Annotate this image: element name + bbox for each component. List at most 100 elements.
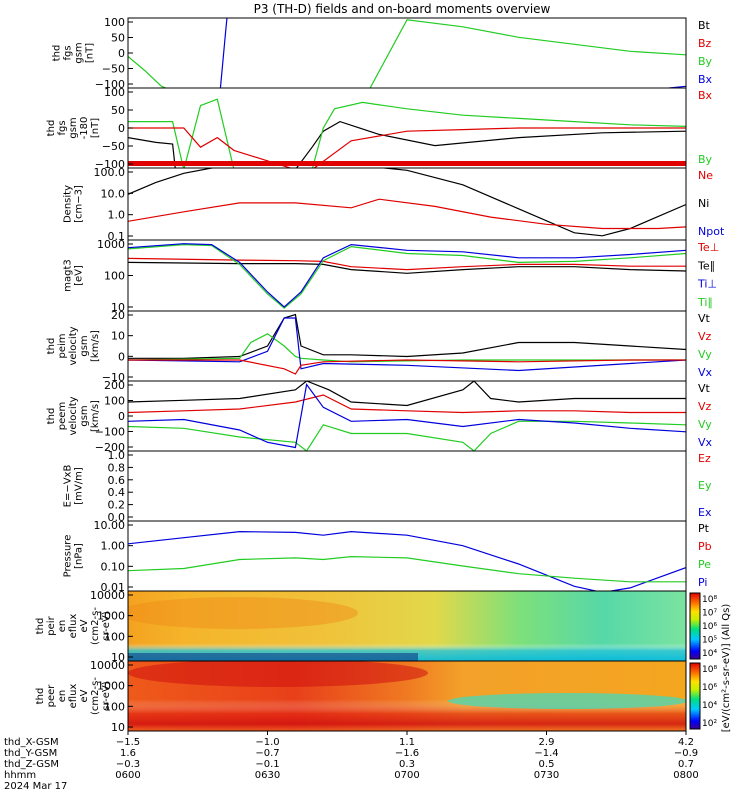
legend-Ni: Ni	[698, 197, 709, 210]
y-tick-label: 50	[111, 32, 125, 45]
y-tick-label: 0	[118, 350, 125, 363]
x-tick-label: −0.7	[255, 748, 279, 759]
legend-Pe: Pe	[698, 558, 711, 571]
colorbar-tick-label: 10²	[702, 719, 717, 729]
y-axis-label: (cm2-s-	[90, 607, 101, 645]
panel-peir: 10000 1000 100 10 thd peir en eflux eV (cm2-s-sr-…	[35, 589, 687, 664]
fgs-series-blue-1	[219, 18, 228, 88]
x-tick-label: 1.1	[399, 737, 415, 748]
x-row-label: thd_X-GSM	[4, 737, 59, 748]
y-tick-label: 1.0	[108, 209, 126, 222]
y-axis-label: velocity	[68, 326, 79, 365]
y-tick-label: 100	[104, 86, 125, 99]
y-axis-label: thd	[35, 618, 46, 635]
y-tick-label: 100	[104, 630, 125, 643]
peem_velocity-series-red-1	[128, 394, 686, 414]
panel-peer: 10000 1000 100 10 thd peer en eflux eV (cm2-s-sr-…	[35, 659, 687, 734]
fgs_gse-series-black-0	[128, 120, 686, 168]
y-axis-label: [km/s]	[90, 400, 101, 432]
y-axis-label: peim	[57, 333, 68, 358]
y-tick-label: 0.01	[101, 581, 126, 594]
y-tick-label: 0.1	[108, 230, 126, 243]
y-axis-label: en	[57, 620, 68, 633]
x-tick-label: 0630	[255, 770, 280, 781]
x-row-label: hhmm	[4, 770, 36, 781]
y-tick-label: 1000	[97, 238, 125, 251]
y-axis-label: peem	[57, 402, 68, 430]
y-tick-label: −200	[95, 441, 125, 454]
legend-By: By	[698, 55, 713, 68]
y-tick-label: −100	[95, 78, 125, 91]
legend-Npot: Npot	[698, 225, 725, 238]
panel-efield: 1.00.80.60.40.20.0 E=−VxB [mV/m] Ez Ey Ex	[63, 449, 712, 524]
y-tick-label: 10.0	[101, 187, 126, 200]
legend-By: By	[698, 153, 713, 166]
legend-Pt: Pt	[698, 522, 710, 535]
y-tick-label: 100	[104, 395, 125, 408]
y-axis-label: gsm	[74, 42, 85, 63]
fgs_gse-series-red-2	[128, 127, 686, 168]
y-axis-label: gsm	[79, 405, 90, 426]
y-tick-label: 10	[111, 721, 125, 734]
y-axis-label: E=−VxB	[63, 465, 74, 508]
panel-density: 100.0 10.0 1.0 0.1 Density [cm−3] Ne Ni Npot	[63, 166, 725, 243]
panel-frame	[127, 17, 687, 89]
y-axis-label: thd	[52, 45, 63, 62]
panel-fgs: 100 50 0 −50 −100 thd fgs gsm [nT] Bt Bz By Bx	[52, 16, 713, 91]
fgs-series-green-0	[128, 19, 686, 88]
y-axis-label: fgs	[57, 120, 68, 135]
y-tick-label: 1000	[97, 680, 125, 693]
fgs-red-bar	[128, 161, 686, 166]
colorbar-tick-label: 10⁴	[702, 701, 717, 711]
y-tick-label: 50	[111, 104, 125, 117]
y-axis-label: (cm2-s-	[90, 677, 101, 715]
peim_velocity-series-black-0	[128, 313, 686, 359]
x-tick-label: 0800	[673, 770, 698, 781]
legend-Vz: Vz	[698, 330, 712, 343]
y-tick-label: 100.0	[94, 166, 126, 179]
x-tick-label: 1.6	[120, 748, 136, 759]
legend-Pb: Pb	[698, 540, 712, 553]
legend-Ez: Ez	[698, 452, 711, 465]
legend-Ex: Ex	[698, 506, 712, 519]
fgs-series-blue-2	[665, 85, 686, 88]
y-axis-label: Density	[63, 185, 74, 223]
y-tick-label: 0.2	[108, 499, 126, 512]
pressure-series-blue-0	[128, 530, 686, 591]
colorbar-tick-label: 10⁸	[702, 665, 717, 675]
colorbar-tick-label: 10⁴	[702, 649, 717, 659]
y-tick-label: −10	[102, 371, 125, 384]
panel-frame	[127, 380, 687, 452]
temperature-series-black-0	[128, 261, 686, 274]
legend-Vz: Vz	[698, 400, 712, 413]
peem_velocity-series-blue-3	[128, 383, 686, 449]
y-axis-label: [km/s]	[90, 330, 101, 362]
y-tick-label: 1.00	[101, 540, 126, 553]
temperature-series-red-1	[128, 257, 686, 271]
y-axis-label: [eV]	[74, 265, 85, 286]
y-axis-label: [nT]	[85, 43, 96, 63]
y-tick-label: −100	[95, 426, 125, 439]
date-label: 2024 Mar 17	[4, 781, 67, 792]
y-tick-label: 1000	[97, 610, 125, 623]
y-axis-label: gsm	[68, 117, 79, 138]
y-axis-label: thd	[46, 408, 57, 425]
legend-Te⊥: Te⊥	[697, 241, 719, 254]
colorbar-tick-label: 10⁸	[702, 595, 717, 605]
colorbar-label: [eV/(cm²-s-sr-eV)] (All Qs)	[721, 604, 732, 733]
legend-Vt: Vt	[698, 382, 711, 395]
colorbar-scale	[689, 662, 701, 730]
y-axis-label: fgs	[63, 45, 74, 60]
y-axis-label: eflux	[68, 684, 79, 709]
x-row-label: thd_Z-GSM	[4, 759, 59, 770]
colorbar-scale	[689, 592, 701, 660]
legend-Ey: Ey	[698, 479, 712, 492]
panel-temperature: 1000 100 10 magt3 [eV] Te⊥ Te∥ Ti⊥ Ti∥	[63, 238, 720, 314]
y-axis-label: gsm	[79, 335, 90, 356]
x-tick-label: −0.1	[255, 759, 279, 770]
density-series-red-1	[128, 198, 686, 230]
legend-Bx: Bx	[698, 89, 713, 102]
y-axis-label: magt3	[63, 259, 74, 292]
x-tick-label: 2.9	[539, 737, 555, 748]
legend-Bt: Bt	[698, 19, 711, 32]
